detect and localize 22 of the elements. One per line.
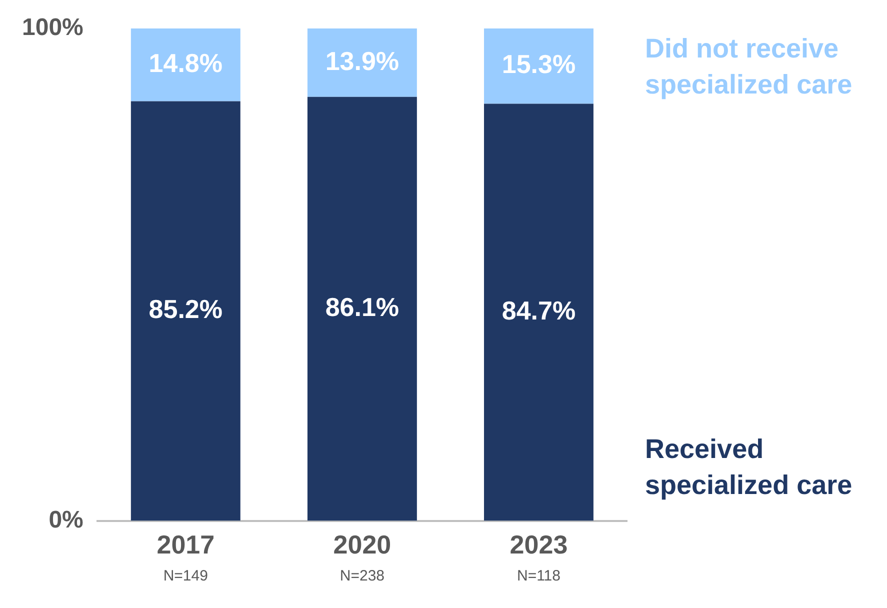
y-tick-label: 100% xyxy=(22,14,84,42)
data-label: 84.7% xyxy=(502,295,576,326)
x-tick-label: 2020 xyxy=(333,530,392,560)
y-tick-label: 0% xyxy=(48,506,84,534)
bar xyxy=(484,28,594,104)
data-label: 85.2% xyxy=(148,294,223,324)
bar xyxy=(307,96,417,521)
text: N=238 xyxy=(340,567,385,584)
bar xyxy=(307,28,417,97)
series-label: Received specialized care xyxy=(645,434,852,500)
bar xyxy=(130,101,240,521)
text: N=149 xyxy=(163,567,208,584)
bar xyxy=(130,28,240,102)
series-label: Did not receive specialized care xyxy=(645,33,852,100)
bar xyxy=(484,104,594,521)
data-label: 15.3% xyxy=(502,49,576,80)
x-tick-label: 2017 xyxy=(156,530,215,560)
data-label: 86.1% xyxy=(325,292,400,322)
data-label: 13.9% xyxy=(325,46,400,76)
x-tick-label: 2023 xyxy=(510,530,568,560)
text: N=118 xyxy=(516,567,560,584)
data-label: 14.8% xyxy=(148,48,223,78)
